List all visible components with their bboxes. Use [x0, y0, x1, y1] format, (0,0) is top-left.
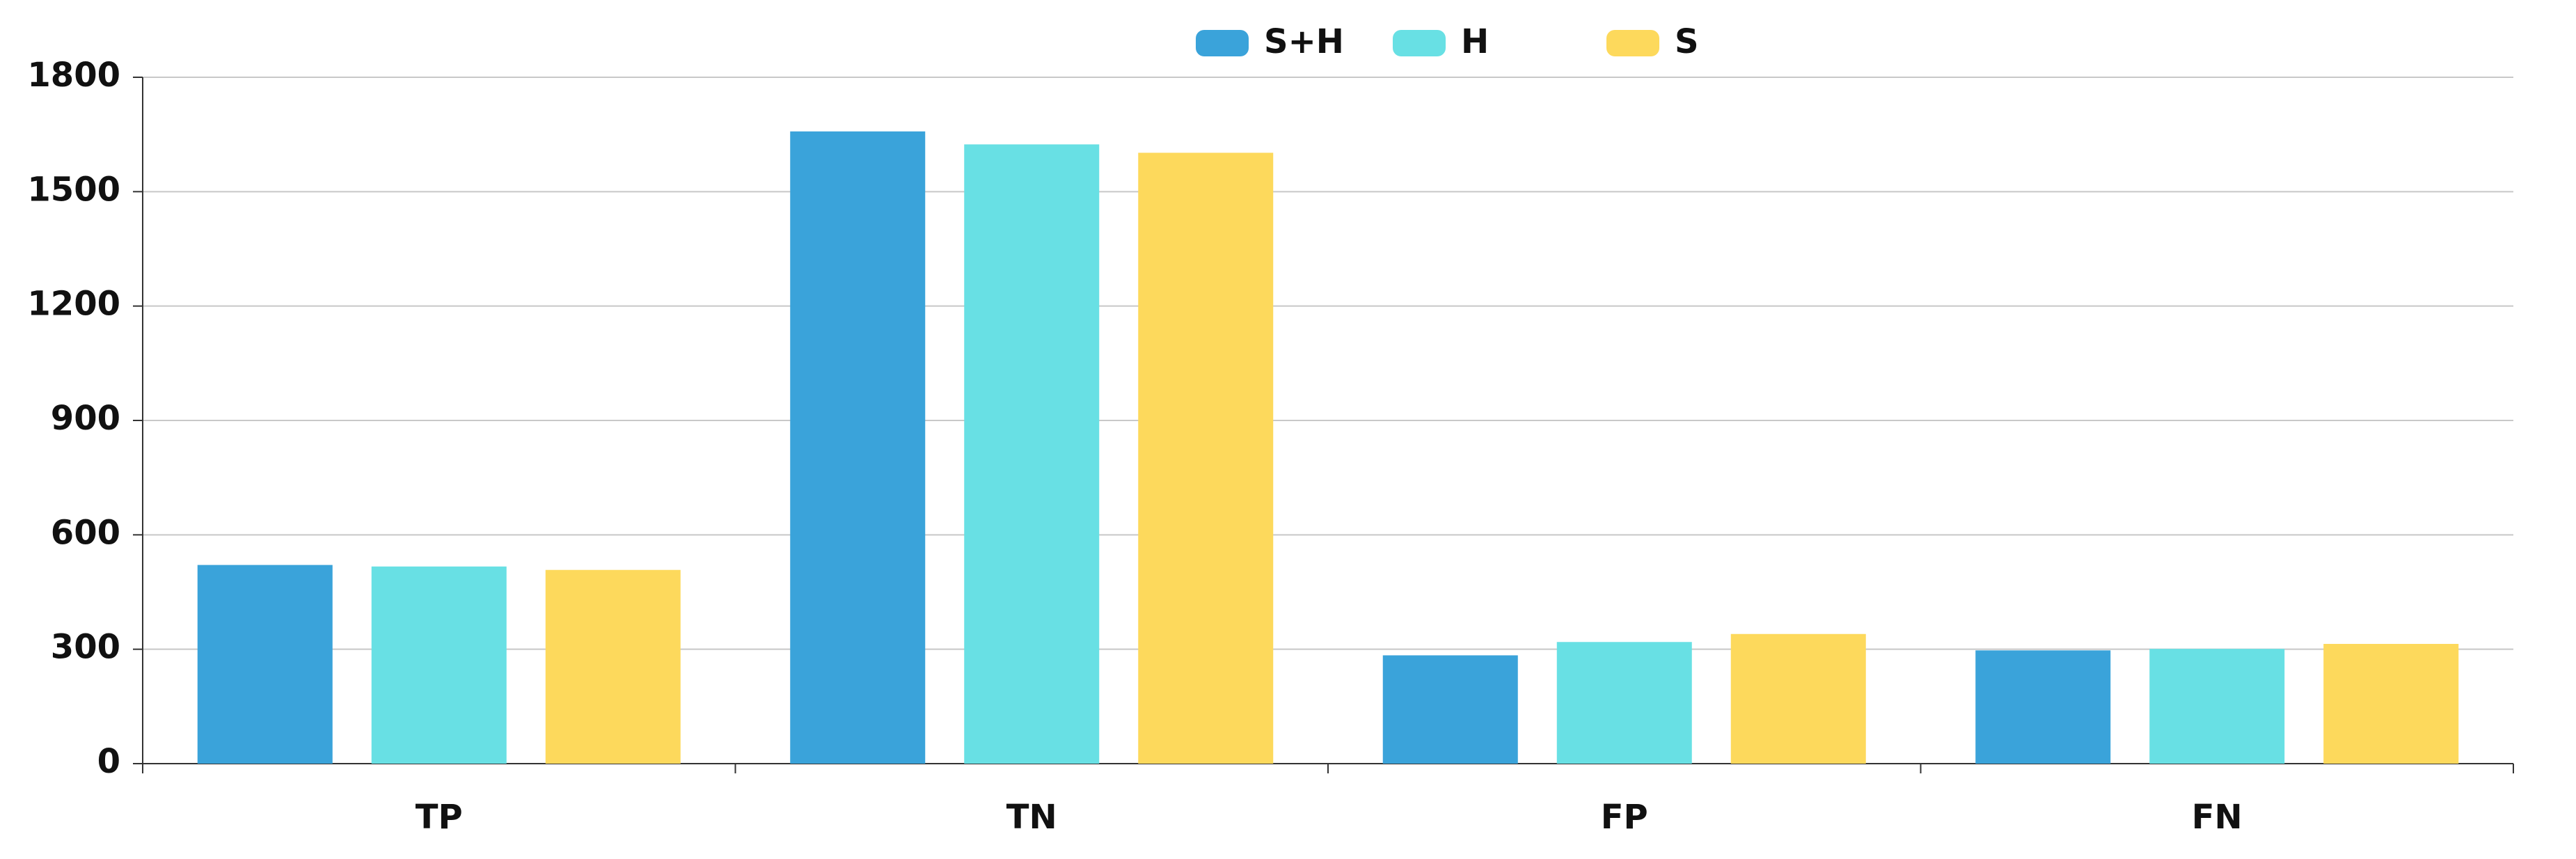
- bar: [371, 566, 507, 764]
- bar: [1730, 633, 1866, 764]
- legend-swatch[interactable]: [1196, 30, 1249, 56]
- legend-swatch[interactable]: [1606, 30, 1659, 56]
- bar: [964, 144, 1100, 764]
- y-tick-label: 1500: [27, 170, 120, 209]
- x-tick-label: TN: [1006, 798, 1057, 837]
- bar: [1382, 655, 1518, 764]
- x-tick-label: FN: [2192, 798, 2243, 837]
- y-tick-label: 1800: [27, 56, 120, 95]
- x-tick-label: TP: [416, 798, 463, 837]
- legend-label[interactable]: H: [1461, 22, 1489, 61]
- bar: [545, 569, 681, 764]
- bar: [1138, 152, 1274, 764]
- bar: [1975, 650, 2111, 764]
- legend-swatch[interactable]: [1393, 30, 1446, 56]
- y-tick-label: 1200: [27, 285, 120, 324]
- legend-label[interactable]: S: [1675, 22, 1699, 61]
- y-tick-label: 300: [51, 628, 120, 667]
- y-tick-label: 0: [97, 742, 120, 781]
- bar: [2323, 643, 2459, 764]
- x-tick-label: FP: [1601, 798, 1648, 837]
- bar: [1556, 642, 1692, 764]
- y-tick-label: 600: [51, 513, 120, 552]
- legend-label[interactable]: S+H: [1264, 22, 1344, 61]
- bar: [197, 565, 333, 764]
- bar: [2149, 649, 2285, 764]
- y-tick-label: 900: [51, 399, 120, 438]
- bar: [790, 131, 926, 764]
